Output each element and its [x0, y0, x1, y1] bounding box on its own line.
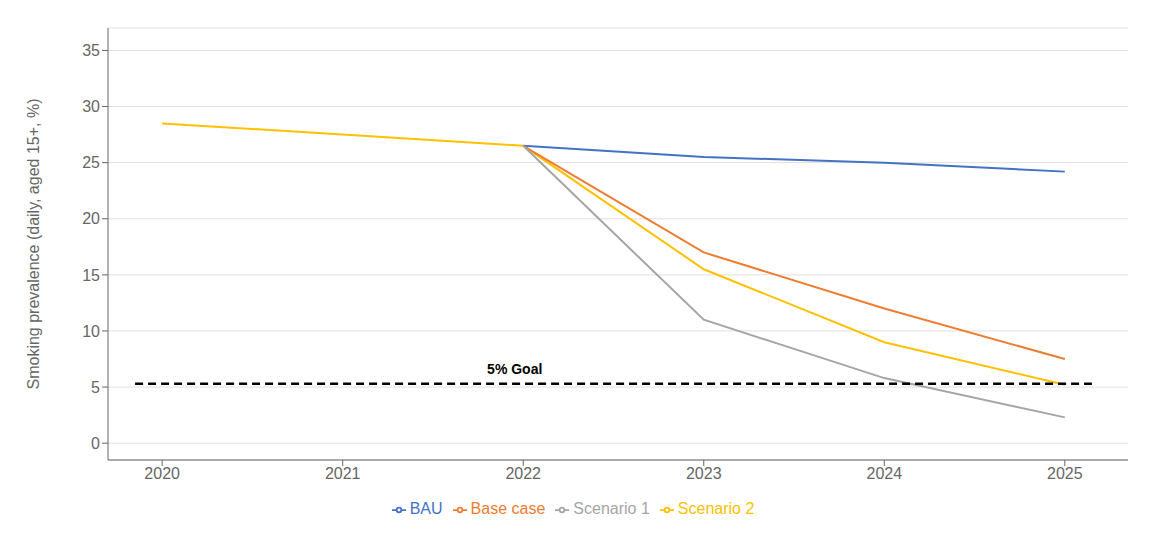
svg-text:2020: 2020	[144, 465, 180, 482]
svg-text:Smoking prevalence (daily, age: Smoking prevalence (daily, aged 15+, %)	[25, 99, 42, 390]
svg-text:2022: 2022	[505, 465, 541, 482]
svg-text:10: 10	[82, 323, 100, 340]
svg-text:20: 20	[82, 210, 100, 227]
svg-text:5: 5	[91, 379, 100, 396]
svg-text:30: 30	[82, 98, 100, 115]
svg-text:0: 0	[91, 435, 100, 452]
svg-text:35: 35	[82, 42, 100, 59]
svg-text:5% Goal: 5% Goal	[487, 361, 542, 377]
svg-text:2023: 2023	[686, 465, 722, 482]
svg-text:15: 15	[82, 267, 100, 284]
svg-text:2025: 2025	[1047, 465, 1083, 482]
svg-text:2021: 2021	[325, 465, 361, 482]
svg-text:25: 25	[82, 154, 100, 171]
html-text:Scenario 1: Scenario 1	[573, 500, 650, 517]
html-text:BAU: BAU	[409, 500, 443, 517]
html-text:Base case: Base case	[470, 500, 546, 517]
svg-text:2024: 2024	[866, 465, 902, 482]
html-text:Scenario 2: Scenario 2	[677, 500, 755, 517]
